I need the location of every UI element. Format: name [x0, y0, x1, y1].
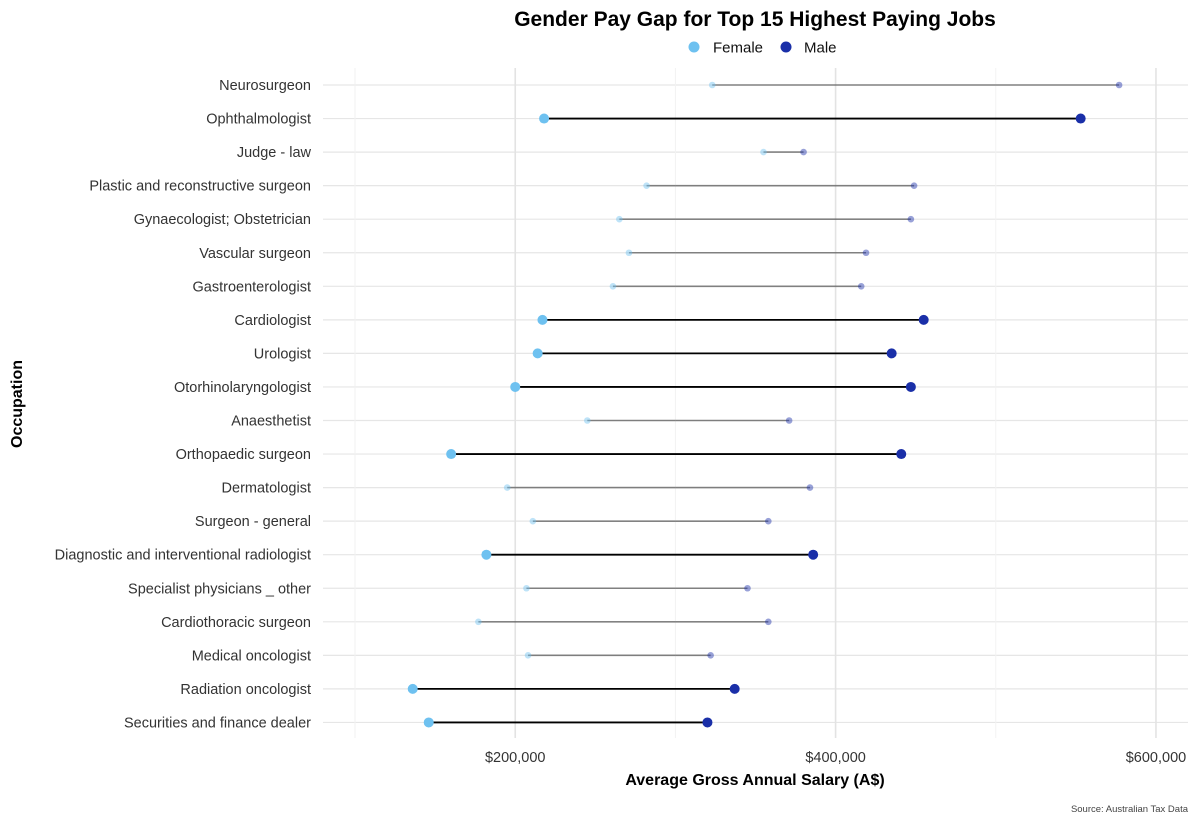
- female-point: [481, 549, 492, 560]
- female-point: [539, 113, 550, 124]
- dumbbell-segments: [412, 84, 1120, 724]
- male-point: [1115, 81, 1123, 89]
- female-point: [643, 182, 650, 189]
- category-label: Vascular surgeon: [199, 246, 311, 262]
- female-point: [503, 484, 511, 491]
- category-label: Cardiologist: [234, 313, 311, 329]
- y-axis-title: Occupation: [9, 360, 26, 448]
- male-point: [886, 348, 897, 359]
- category-label: Anaesthetist: [231, 414, 311, 430]
- male-point: [1075, 113, 1086, 124]
- category-label: Judge - law: [237, 145, 312, 161]
- category-label: Securities and finance dealer: [124, 715, 311, 731]
- female-point: [760, 148, 767, 156]
- category-labels: Neurosurgeon Ophthalmologist Judge - law Pl…: [55, 78, 312, 731]
- male-point: [702, 717, 713, 728]
- male-point: [918, 314, 929, 325]
- legend-female-label: Female: [713, 40, 763, 57]
- female-point: [523, 584, 530, 592]
- category-label: Otorhinolaryngologist: [174, 380, 311, 396]
- male-point: [907, 215, 915, 223]
- legend-female-marker: [688, 41, 700, 53]
- male-point: [729, 683, 740, 694]
- category-label: Dermatologist: [222, 481, 311, 497]
- legend-male-marker: [780, 41, 792, 53]
- male-point: [806, 484, 814, 491]
- category-label: Plastic and reconstructive surgeon: [89, 179, 311, 195]
- male-point: [785, 417, 793, 424]
- category-label: Cardiothoracic surgeon: [161, 615, 311, 631]
- source-note: Source: Australian Tax Data: [1071, 804, 1189, 815]
- x-tick-label: $400,000: [805, 750, 865, 766]
- male-point: [808, 549, 819, 560]
- category-label: Specialist physicians _ other: [128, 581, 311, 597]
- x-axis-title: Average Gross Annual Salary (A$): [625, 772, 884, 789]
- male-point: [707, 652, 714, 659]
- category-label: Neurosurgeon: [219, 78, 311, 94]
- dumbbell-points: [407, 81, 1123, 728]
- category-label: Medical oncologist: [192, 648, 311, 664]
- male-point: [857, 283, 865, 290]
- female-point: [625, 249, 633, 257]
- female-point: [475, 618, 482, 626]
- male-point: [765, 517, 772, 525]
- male-point: [896, 449, 907, 460]
- category-label: Ophthalmologist: [206, 112, 311, 128]
- male-point: [800, 148, 807, 156]
- male-point: [862, 249, 870, 257]
- x-tick-labels: $200,000 $400,000 $600,000: [485, 750, 1186, 766]
- female-point: [584, 417, 591, 424]
- female-point: [708, 81, 716, 89]
- female-point: [524, 652, 532, 659]
- male-point: [910, 182, 918, 189]
- female-point: [532, 348, 543, 359]
- legend: Female Male: [688, 40, 837, 57]
- category-label: Gastroenterologist: [193, 279, 311, 295]
- category-label: Diagnostic and interventional radiologis…: [55, 548, 311, 564]
- category-label: Gynaecologist; Obstetrician: [134, 212, 311, 228]
- female-point: [529, 517, 537, 525]
- male-point: [905, 381, 916, 392]
- female-point: [537, 314, 548, 325]
- female-point: [616, 215, 623, 223]
- female-point: [407, 683, 418, 694]
- category-label: Radiation oncologist: [180, 682, 311, 698]
- category-label: Orthopaedic surgeon: [176, 447, 311, 463]
- gridlines: [323, 68, 1188, 738]
- x-tick-label: $200,000: [485, 750, 545, 766]
- female-point: [609, 283, 617, 290]
- x-tick-label: $600,000: [1126, 750, 1186, 766]
- legend-male-label: Male: [804, 40, 837, 57]
- female-point: [446, 449, 457, 460]
- category-label: Urologist: [254, 346, 311, 362]
- category-label: Surgeon - general: [195, 514, 311, 530]
- male-point: [765, 618, 772, 626]
- female-point: [423, 717, 434, 728]
- male-point: [744, 584, 751, 592]
- female-point: [510, 381, 521, 392]
- chart-title: Gender Pay Gap for Top 15 Highest Paying…: [514, 8, 996, 31]
